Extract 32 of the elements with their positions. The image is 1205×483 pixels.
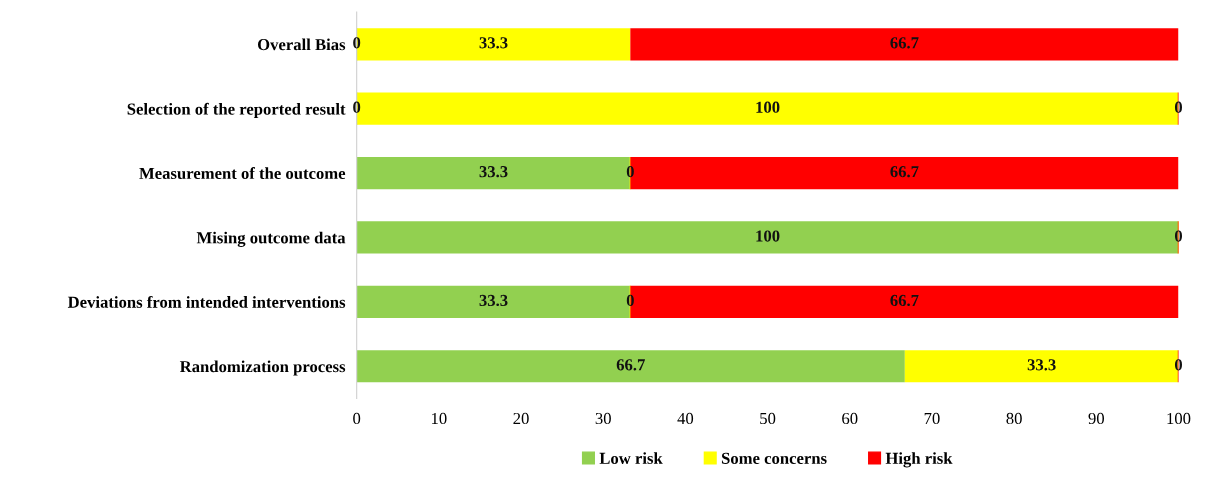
x-tick-label: 90 bbox=[1088, 412, 1105, 425]
y-tick-label: Overall Bias bbox=[257, 38, 346, 51]
legend-label: Low risk bbox=[599, 452, 663, 464]
y-tick-label: Measurement of the outcome bbox=[139, 167, 346, 180]
data-label: 66.7 bbox=[890, 166, 919, 178]
data-label: 66.7 bbox=[890, 37, 919, 49]
x-tick-label: 60 bbox=[842, 412, 858, 425]
data-label: 0 bbox=[353, 37, 361, 49]
x-tick-label: 100 bbox=[1167, 412, 1191, 425]
legend-label: High risk bbox=[885, 452, 953, 468]
x-tick-label: 20 bbox=[513, 412, 529, 425]
data-label: 33.3 bbox=[479, 166, 508, 178]
x-tick-label: 0 bbox=[353, 412, 361, 425]
data-label: 33.3 bbox=[479, 294, 508, 307]
x-tick-label: 70 bbox=[924, 412, 940, 425]
legend-label: Some concerns bbox=[721, 452, 827, 464]
x-tick-label: 80 bbox=[1006, 412, 1022, 425]
data-label: 33.3 bbox=[479, 37, 508, 49]
x-tick-label: 30 bbox=[595, 412, 611, 425]
y-tick-label: Mising outcome data bbox=[196, 231, 346, 247]
data-label: 66.7 bbox=[890, 294, 919, 307]
x-tick-label: 50 bbox=[760, 412, 776, 425]
data-label: 66.7 bbox=[616, 359, 645, 371]
data-label: 100 bbox=[756, 230, 780, 242]
data-label: 33.3 bbox=[1027, 359, 1056, 371]
y-tick-label: Deviations from intended interventions bbox=[67, 295, 346, 308]
y-tick-label: Randomization process bbox=[179, 360, 346, 376]
data-label: 100 bbox=[756, 101, 780, 113]
x-tick-label: 40 bbox=[677, 412, 694, 425]
y-tick-label: Selection of the reported result bbox=[127, 102, 346, 119]
data-label: 0 bbox=[353, 101, 361, 113]
x-tick-label: 10 bbox=[431, 412, 447, 425]
